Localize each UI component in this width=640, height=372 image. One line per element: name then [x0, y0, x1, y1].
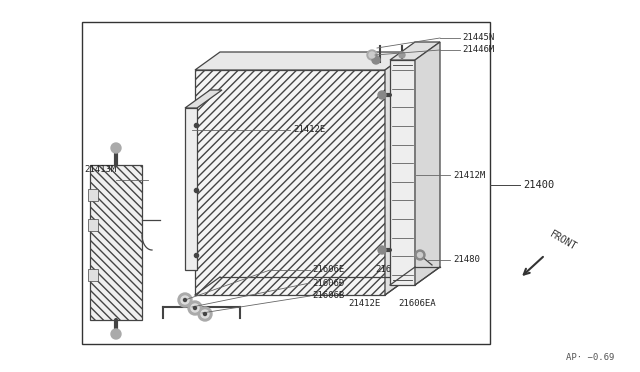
Circle shape: [184, 298, 186, 301]
Circle shape: [372, 56, 380, 64]
Circle shape: [111, 329, 121, 339]
Text: 21606E: 21606E: [312, 266, 344, 275]
Circle shape: [415, 250, 425, 260]
Bar: [82, 22, 490, 344]
Bar: [88, 189, 98, 201]
Text: 21400: 21400: [523, 180, 554, 190]
Text: 21480: 21480: [453, 256, 480, 264]
Text: 21606K: 21606K: [375, 266, 407, 275]
Polygon shape: [185, 90, 222, 108]
Circle shape: [178, 293, 192, 307]
Text: 21413M: 21413M: [84, 166, 116, 174]
Text: 21412E: 21412E: [293, 125, 325, 135]
Circle shape: [111, 143, 121, 153]
Circle shape: [181, 296, 189, 304]
Polygon shape: [385, 52, 410, 295]
Text: AP· −0.69: AP· −0.69: [566, 353, 614, 362]
Bar: [185, 108, 197, 270]
Text: 21412E: 21412E: [348, 298, 380, 308]
Circle shape: [417, 253, 422, 257]
Polygon shape: [415, 42, 440, 285]
Polygon shape: [390, 42, 440, 60]
Text: 21446M: 21446M: [462, 45, 494, 55]
Circle shape: [378, 91, 386, 99]
Text: FRONT: FRONT: [548, 229, 579, 252]
Circle shape: [378, 246, 386, 254]
Text: 21606EA: 21606EA: [398, 298, 436, 308]
Circle shape: [188, 301, 202, 315]
Polygon shape: [195, 52, 410, 70]
Text: 21606Đ: 21606Đ: [312, 279, 344, 288]
Circle shape: [198, 307, 212, 321]
Circle shape: [367, 50, 377, 60]
Bar: [195, 70, 385, 295]
Text: 21412M: 21412M: [453, 170, 485, 180]
Circle shape: [369, 52, 375, 58]
Circle shape: [193, 307, 196, 310]
Bar: [390, 60, 415, 285]
Circle shape: [201, 310, 209, 318]
Circle shape: [191, 304, 199, 312]
Bar: [88, 219, 98, 231]
Text: 21445N: 21445N: [462, 33, 494, 42]
Bar: [90, 165, 142, 320]
Circle shape: [399, 52, 405, 58]
Circle shape: [204, 312, 207, 315]
Bar: [88, 269, 98, 281]
Text: 21606B: 21606B: [312, 292, 344, 301]
